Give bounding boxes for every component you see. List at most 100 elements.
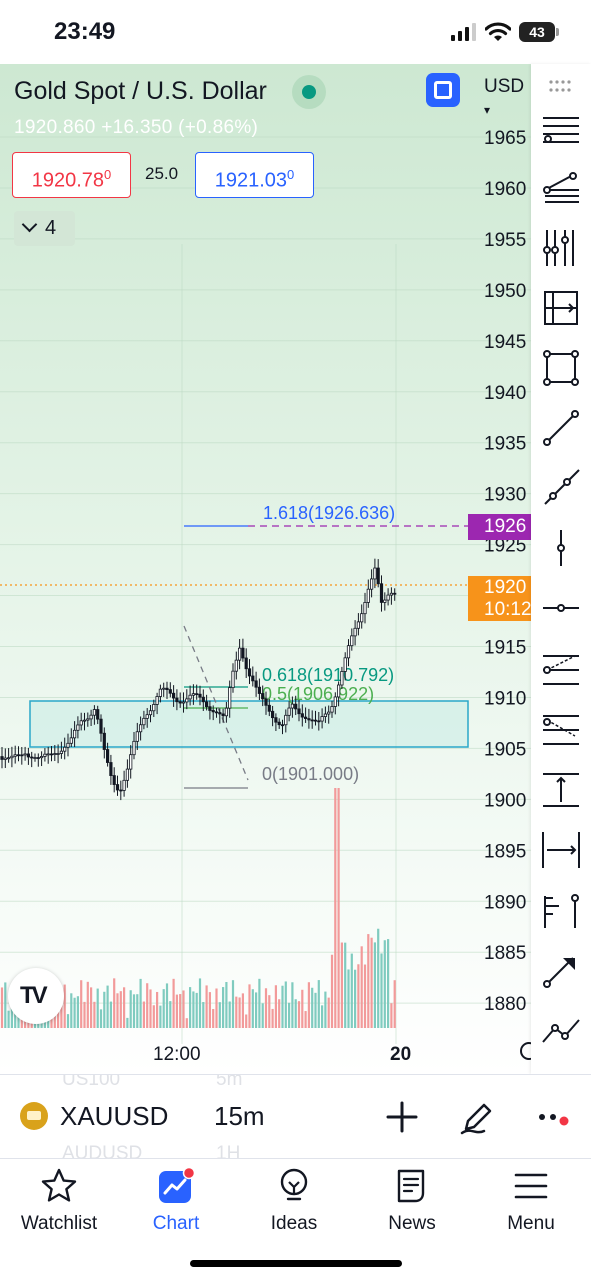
volume-bar xyxy=(139,978,142,1028)
price-axis: 1965 1960 1955 1950 1945 1940 1935 1930 1925 1920… xyxy=(153,128,531,1065)
candle-body xyxy=(89,714,93,720)
candle-body xyxy=(112,775,116,785)
path-icon[interactable] xyxy=(539,1008,583,1052)
candle-body xyxy=(46,753,50,756)
fib-extension-icon[interactable] xyxy=(539,708,583,752)
spread-value: 25.0 xyxy=(145,164,179,183)
draw-button[interactable] xyxy=(458,1097,498,1137)
volume-bar xyxy=(208,992,211,1028)
nav-ideas[interactable]: Ideas xyxy=(239,1167,349,1235)
candle-body xyxy=(267,704,271,712)
volume-bar xyxy=(189,987,192,1028)
volume-bar xyxy=(142,1001,145,1028)
volume-bar xyxy=(113,978,116,1028)
candle-body xyxy=(10,755,14,759)
more-options-button[interactable] xyxy=(536,1097,576,1137)
sell-button[interactable]: 1920.780 xyxy=(12,152,131,198)
arrow-icon[interactable] xyxy=(539,948,583,992)
price-range-icon[interactable] xyxy=(539,768,583,812)
candle-body xyxy=(59,750,64,754)
candle-body xyxy=(185,698,189,703)
volume-bar xyxy=(70,993,73,1028)
chart-grid xyxy=(0,136,531,1044)
rectangle-icon[interactable] xyxy=(539,346,583,390)
time-axis-label: 20 xyxy=(390,1044,411,1065)
current-price-label: 1920 xyxy=(484,577,527,598)
candle-body xyxy=(158,688,162,697)
candle-body xyxy=(92,709,96,716)
candle-body xyxy=(303,716,308,719)
price-axis-label: 1890 xyxy=(484,892,526,913)
vertical-line-icon[interactable] xyxy=(539,526,583,570)
volume-bar xyxy=(109,1001,112,1028)
candle-body xyxy=(129,754,133,770)
horizontal-line-icon[interactable] xyxy=(539,586,583,630)
volume-bar xyxy=(129,990,132,1028)
indicators-toggle[interactable]: 4 xyxy=(14,211,75,246)
symbol-title[interactable]: Gold Spot / U.S. Dollar xyxy=(14,77,267,105)
candle-body xyxy=(237,647,242,661)
volume-bar xyxy=(360,946,363,1028)
chart-area[interactable]: 1.618(1926.636) 0.618(1910.792) 0.5(1906.9… xyxy=(0,64,531,1074)
price-axis-label: 1910 xyxy=(484,688,526,709)
volume-bar xyxy=(340,942,343,1028)
volume-bar xyxy=(152,1005,155,1028)
currency-selector[interactable]: USD ▾ xyxy=(484,76,531,120)
nav-watchlist[interactable]: Watchlist xyxy=(4,1167,114,1235)
long-short-icon[interactable] xyxy=(539,888,583,932)
candle-body xyxy=(231,670,235,689)
fib-level-label: 0.618(1910.792) xyxy=(262,665,394,685)
candle-body xyxy=(119,789,123,792)
candle-body xyxy=(109,762,113,776)
volume-bar xyxy=(314,992,317,1028)
fib-drawing: 1.618(1926.636) 0.618(1910.792)0.5(1906.9… xyxy=(0,503,469,789)
date-range-icon[interactable] xyxy=(539,828,583,872)
volume-bar xyxy=(373,942,376,1028)
candle-body xyxy=(244,657,248,670)
fib-retracement-icon[interactable] xyxy=(539,648,583,692)
volume-bar xyxy=(251,989,254,1028)
gann-icon[interactable] xyxy=(539,226,583,270)
candle-body xyxy=(247,668,252,677)
nav-menu[interactable]: Menu xyxy=(476,1167,586,1235)
add-button[interactable] xyxy=(382,1097,422,1137)
nav-news[interactable]: News xyxy=(357,1167,467,1235)
pitchfork-icon[interactable] xyxy=(539,166,583,210)
market-status-icon[interactable] xyxy=(292,75,326,109)
volume-bar xyxy=(307,982,310,1028)
interval-picker[interactable]: 15m xyxy=(214,1101,265,1131)
ray-icon[interactable] xyxy=(539,466,583,510)
candle-body xyxy=(383,599,387,603)
volume-bar xyxy=(387,939,390,1028)
candle-body xyxy=(320,716,324,722)
signal-icon xyxy=(451,23,476,41)
hamburger-icon xyxy=(514,1173,548,1199)
long-position-icon[interactable] xyxy=(539,286,583,330)
status-icons: 43 xyxy=(451,22,559,42)
price-axis-label: 1930 xyxy=(484,485,526,506)
candle-body xyxy=(49,753,54,756)
price-axis-label: 1945 xyxy=(484,332,526,353)
nav-chart[interactable]: Chart xyxy=(121,1167,231,1235)
buy-button[interactable]: 1921.030 xyxy=(195,152,314,198)
candle-body xyxy=(221,713,225,717)
horizontal-lines-icon[interactable] xyxy=(539,110,583,154)
tradingview-logo-button[interactable]: TV xyxy=(8,968,64,1024)
volume-bar xyxy=(179,994,182,1028)
candle-body xyxy=(96,709,100,720)
volume-bar xyxy=(90,987,93,1028)
fullscreen-button[interactable] xyxy=(426,73,460,107)
volume-bar xyxy=(363,964,367,1028)
wifi-icon xyxy=(485,22,511,41)
candle-body xyxy=(135,731,139,742)
volume-bar xyxy=(149,989,152,1028)
candle-body xyxy=(346,645,351,659)
price-chart[interactable]: 1.618(1926.636) 0.618(1910.792)0.5(1906.9… xyxy=(0,64,531,1074)
settings-gear-icon[interactable] xyxy=(520,1042,531,1060)
symbol-picker[interactable]: XAUUSD xyxy=(60,1101,169,1131)
candle-body xyxy=(188,694,192,700)
candle-body xyxy=(241,647,245,659)
candle-body xyxy=(86,718,90,721)
trend-line-icon[interactable] xyxy=(539,406,583,450)
volume-bar xyxy=(198,978,202,1028)
